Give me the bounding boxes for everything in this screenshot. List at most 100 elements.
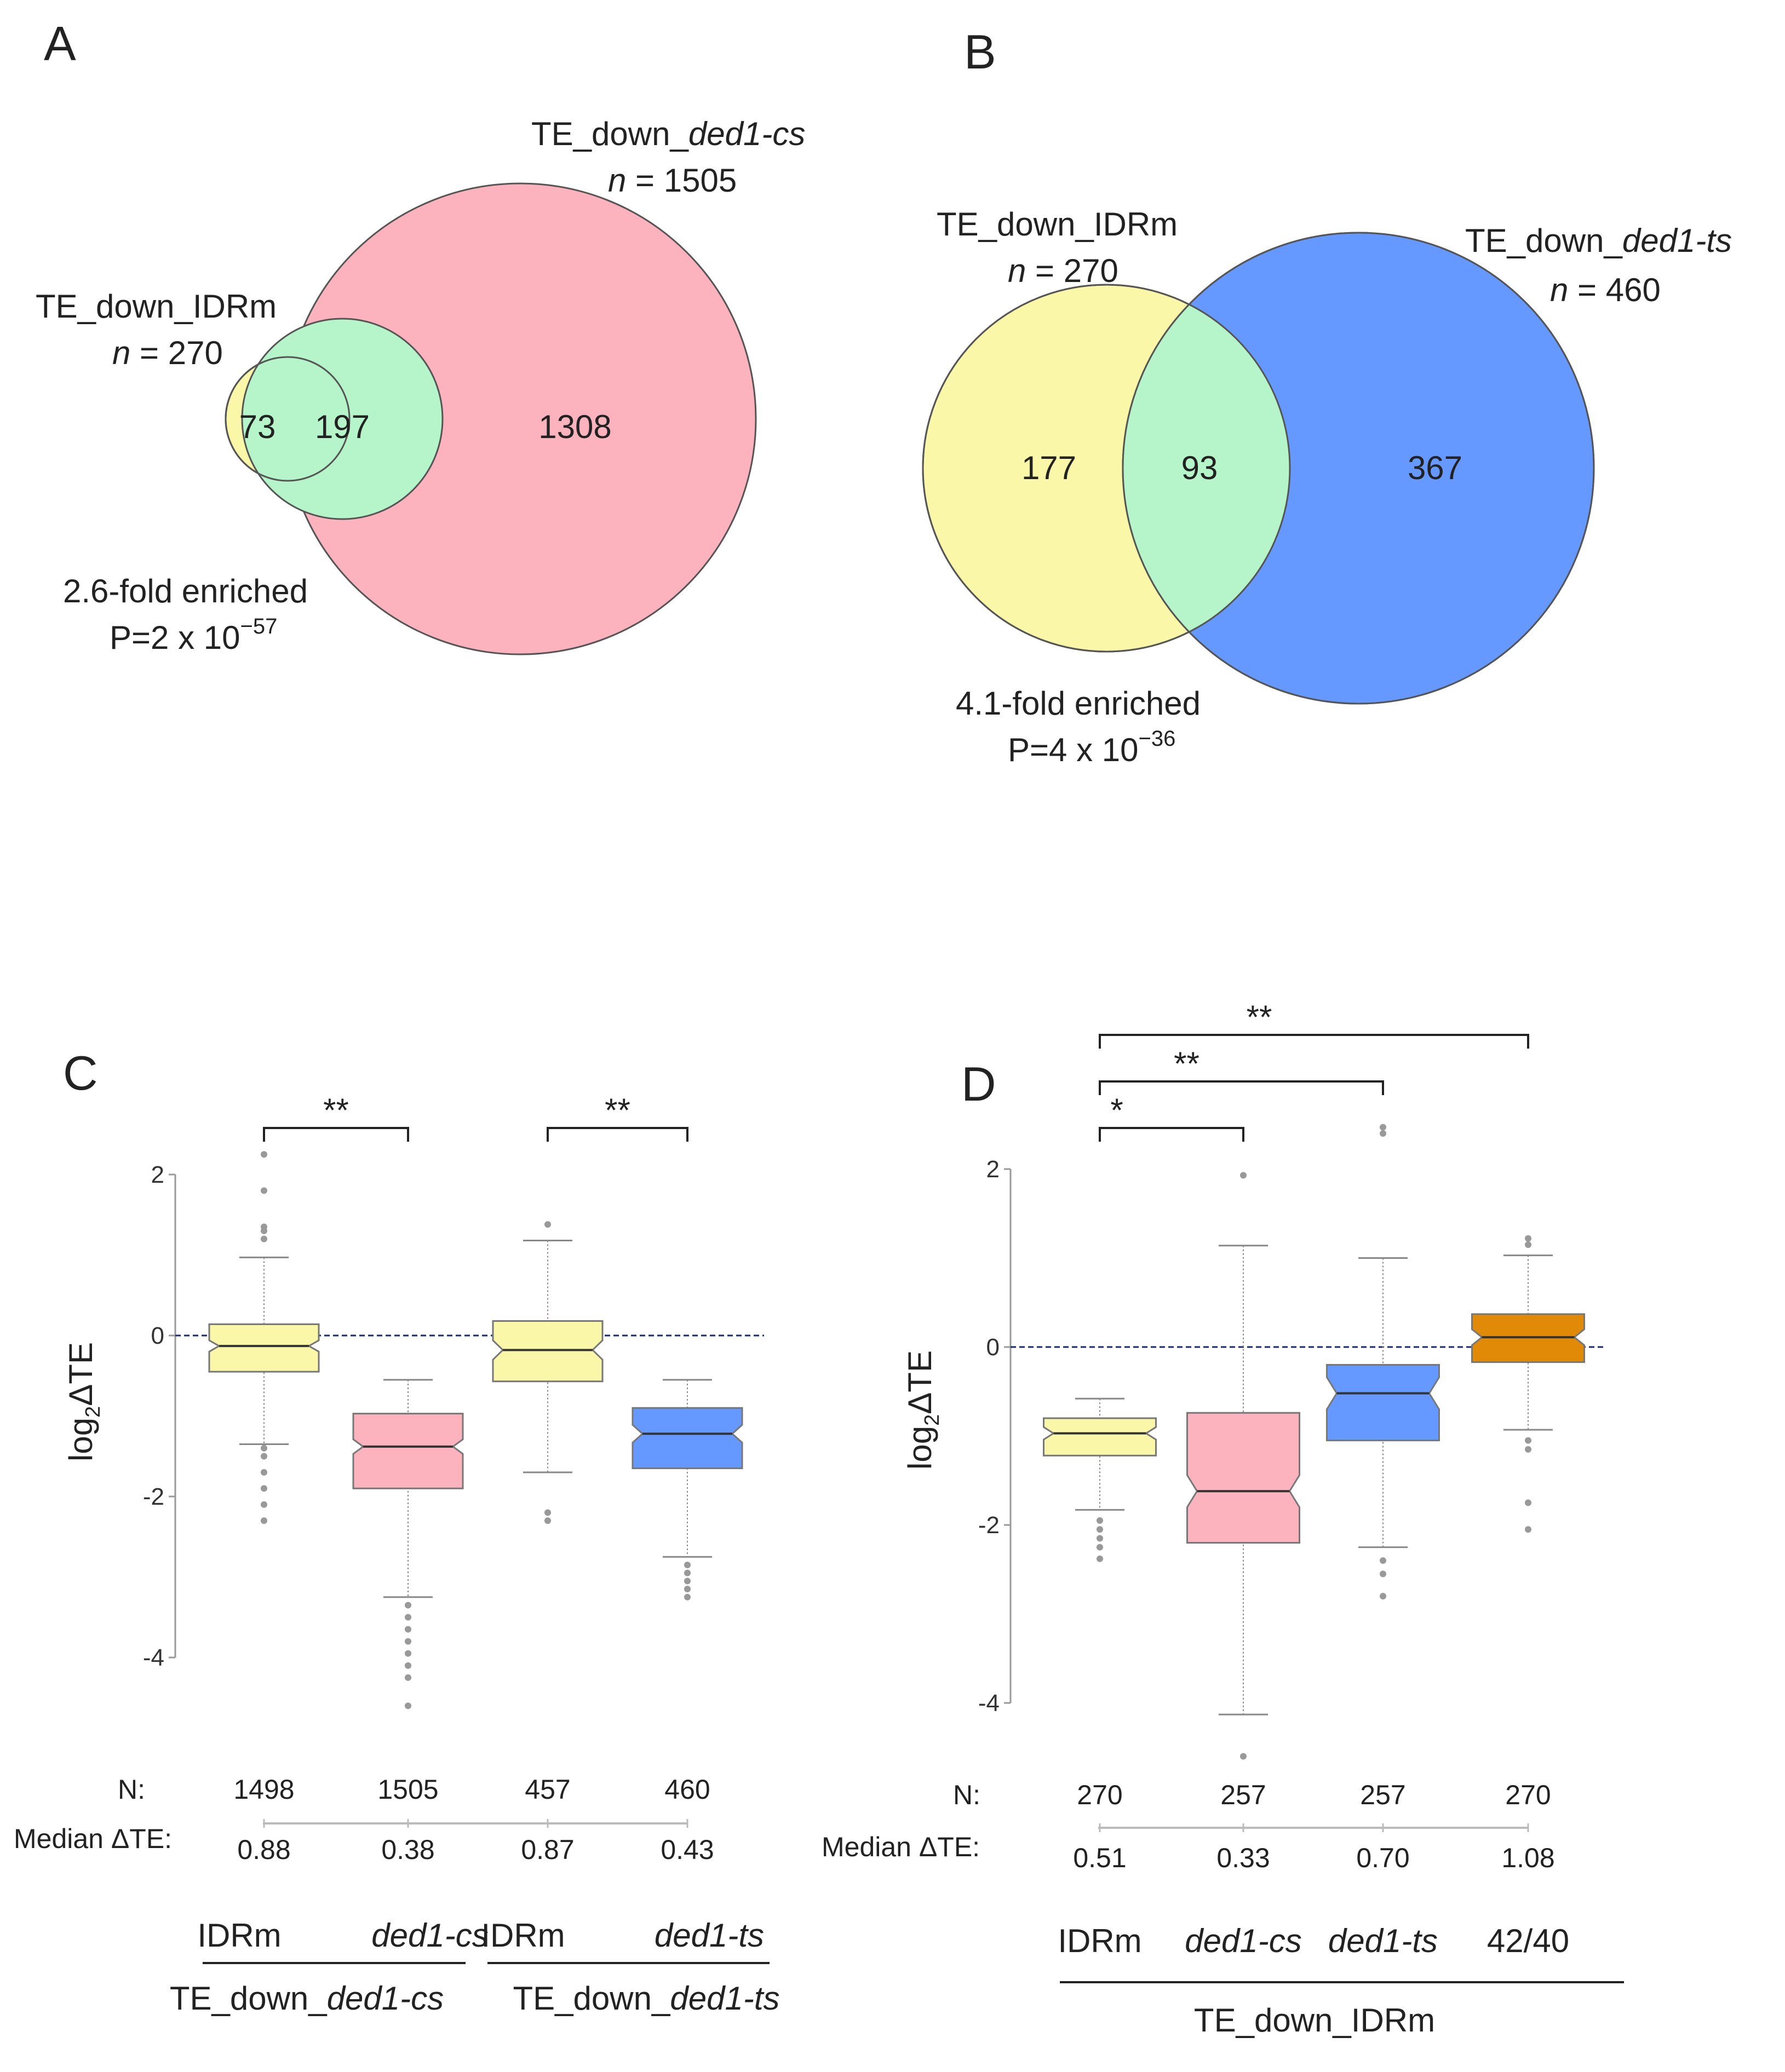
significance-bracket: ** [1099, 999, 1529, 1049]
box-4 [632, 1379, 743, 1601]
panel-b-letter: B [964, 25, 996, 79]
n-value: 457 [525, 1774, 570, 1805]
n-value: 270 [1077, 1780, 1122, 1810]
outlier-point [1097, 1535, 1103, 1542]
median-dte-value: 0.33 [1216, 1843, 1270, 1873]
outlier-point [1380, 1570, 1386, 1578]
significance-bracket: ** [547, 1092, 688, 1142]
outlier-point [1380, 1593, 1386, 1599]
venn-b-overlap [1123, 285, 1290, 652]
y-tick-label: -4 [143, 1644, 164, 1671]
bracket-line [263, 1127, 409, 1142]
box-body [352, 1413, 464, 1489]
group-label: TE_down_ded1-cs [170, 1980, 444, 2017]
venn-a-left-n: n = 270 [112, 335, 223, 371]
outlier-point [1097, 1544, 1103, 1551]
venn-a-only-right: 1308 [538, 408, 611, 445]
x-category-label: ded1-ts [655, 1917, 764, 1954]
venn-a-overlap-count: 197 [315, 408, 370, 445]
outlier-point [1097, 1526, 1103, 1533]
n-value: 257 [1220, 1780, 1266, 1810]
box-1 [1043, 1397, 1157, 1562]
venn-b-overlap-count: 93 [1181, 450, 1218, 486]
venn-a-enrichment: 2.6-fold enriched [63, 573, 308, 609]
x-category-label: IDRm [1058, 1923, 1141, 1959]
significance-bracket: ** [263, 1092, 409, 1142]
outlier-point [684, 1569, 691, 1576]
box-1 [208, 1151, 320, 1524]
box-3 [1326, 1124, 1440, 1599]
box-2 [352, 1379, 464, 1710]
x-category-label: 42/40 [1487, 1923, 1569, 1959]
outlier-point [1380, 1130, 1386, 1137]
y-axis-label: log2ΔTE [902, 1350, 944, 1470]
x-category-label: IDRm [481, 1917, 565, 1954]
venn-b-only-right: 367 [1408, 450, 1462, 486]
outlier-point [405, 1626, 411, 1633]
outlier-point [1525, 1235, 1531, 1242]
outlier-point [261, 1453, 267, 1460]
panel-d-letter: D [961, 1057, 996, 1111]
box-3 [492, 1221, 604, 1524]
outlier-point [261, 1151, 267, 1158]
venn-b-left-n: n = 270 [1008, 252, 1118, 289]
bracket-line [547, 1127, 688, 1142]
outlier-point [544, 1517, 551, 1524]
outlier-point [261, 1227, 267, 1234]
n-value: 257 [1360, 1780, 1405, 1810]
significance-bracket: ** [1099, 1045, 1384, 1095]
outlier-point [405, 1662, 411, 1669]
outlier-point [261, 1517, 267, 1524]
outlier-point [1097, 1555, 1103, 1562]
bracket-line [1099, 1127, 1244, 1142]
outlier-point [261, 1469, 267, 1476]
panel-a-letter: A [44, 16, 76, 71]
significance-stars: ** [1174, 1045, 1199, 1082]
significance-bracket: * [1099, 1092, 1244, 1142]
outlier-point [684, 1586, 691, 1593]
box-body [492, 1320, 604, 1383]
outlier-point [405, 1674, 411, 1681]
venn-a-left-title: TE_down_IDRm [36, 288, 277, 325]
box-body [1326, 1364, 1440, 1442]
group-label: TE_down_IDRm [1194, 2002, 1435, 2039]
x-category-label: ded1-cs [371, 1917, 488, 1954]
n-value: 1498 [233, 1774, 294, 1805]
median-dte-value: 1.08 [1501, 1843, 1554, 1873]
outlier-point [405, 1614, 411, 1621]
n-value: 460 [664, 1774, 710, 1805]
x-category-label: ded1-ts [1328, 1923, 1438, 1959]
outlier-point [405, 1702, 411, 1710]
venn-a-left-outline [225, 356, 351, 482]
y-tick-label: -2 [143, 1483, 164, 1510]
n-value: 270 [1505, 1780, 1551, 1810]
median-row-label: Median ΔTE: [822, 1832, 980, 1862]
y-tick-label: 0 [986, 1334, 1000, 1361]
outlier-point [261, 1187, 267, 1194]
outlier-point [1240, 1172, 1247, 1179]
outlier-point [261, 1235, 267, 1242]
venn-b-left-title: TE_down_IDRm [937, 206, 1178, 243]
median-dte-value: 0.87 [521, 1834, 574, 1865]
outlier-point [261, 1501, 267, 1508]
outlier-point [684, 1593, 691, 1601]
venn-a-overlap-circle [241, 318, 444, 520]
n-row-label: N: [953, 1780, 980, 1810]
outlier-point [405, 1602, 411, 1609]
box-body [1186, 1412, 1300, 1544]
median-row-label: Median ΔTE: [14, 1823, 172, 1854]
box-4 [1471, 1235, 1585, 1533]
box-body [632, 1407, 743, 1470]
median-dte-value: 0.43 [661, 1834, 714, 1865]
outlier-point [1380, 1124, 1386, 1131]
venn-a-only-left: 73 [239, 408, 276, 445]
x-category-label: ded1-cs [1185, 1923, 1301, 1959]
panel-b: B 177 93 367 TE_down_IDRm n = 270 TE_dow… [922, 25, 1732, 768]
outlier-point [405, 1650, 411, 1657]
median-dte-value: 0.70 [1356, 1843, 1409, 1873]
venn-b-only-left: 177 [1021, 450, 1076, 486]
median-dte-value: 0.88 [237, 1834, 290, 1865]
venn-a-right-title: TE_down_ded1-cs [531, 116, 805, 152]
panel-c-boxplot: C 2 0 -2 -4 log2ΔTE 1498 0.88 1505 0.38 457 0.87 46… [14, 1046, 780, 2017]
